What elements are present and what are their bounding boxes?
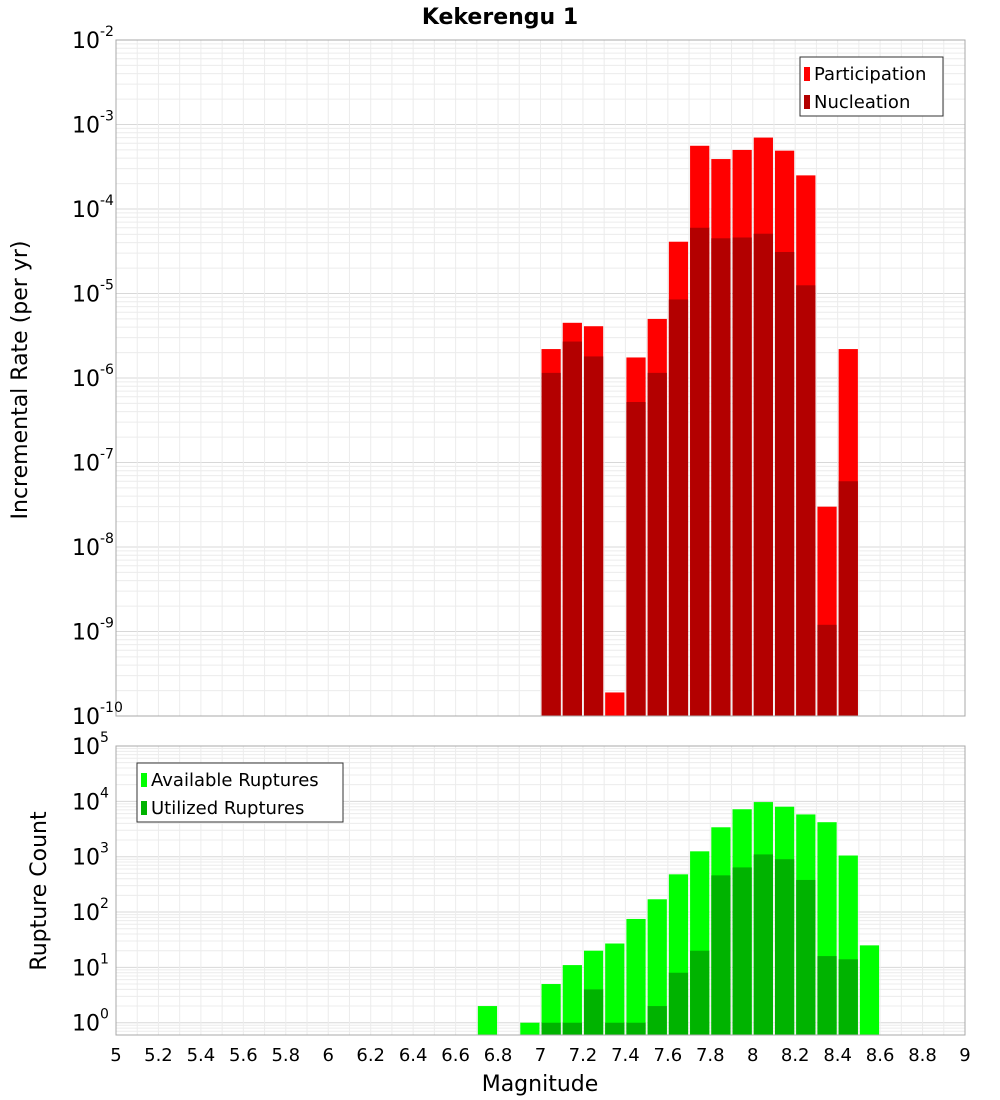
legend-label: Utilized Ruptures	[151, 798, 304, 819]
x-tick-label: 5.4	[187, 1045, 216, 1066]
legend: Available Ruptures Utilized Ruptures	[136, 762, 344, 823]
y-tick-label: 10-10	[72, 700, 123, 730]
count-panel: 100 101 102 103 104 105 Available Ruptures Util…	[72, 730, 966, 1037]
x-tick-label: 7	[535, 1045, 546, 1066]
y-tick-label: 10-7	[72, 447, 114, 477]
legend-label: Participation	[814, 64, 926, 85]
y-tick-label: 105	[72, 730, 109, 760]
x-tick-label: 6	[323, 1045, 334, 1066]
plot-frame	[115, 39, 966, 717]
x-tick-label: 5.8	[271, 1045, 300, 1066]
series-utilized-ruptures	[541, 854, 858, 1035]
bar	[647, 1006, 667, 1035]
y-tick-label: 10-9	[72, 616, 114, 646]
bar	[647, 899, 667, 1035]
y-tick-label: 104	[72, 785, 109, 815]
y-tick-label: 10-5	[72, 278, 114, 308]
x-axis: 5 5.2 5.4 5.6 5.8 6 6.2 6.4 6.6 6.8 7 7.2 7.4 7.6 7.8 8…	[110, 1045, 970, 1066]
y-tick-label: 101	[72, 951, 109, 981]
bar	[605, 943, 625, 1035]
x-tick-label: 8.8	[908, 1045, 937, 1066]
bar	[668, 299, 689, 716]
legend: Participation Nucleation	[799, 56, 944, 117]
x-axis-title: Magnitude	[482, 1072, 599, 1097]
x-tick-label: 7.2	[569, 1045, 598, 1066]
x-tick-label: 8	[747, 1045, 758, 1066]
bar	[605, 692, 625, 716]
bar	[562, 965, 582, 1035]
legend-swatch	[141, 801, 147, 815]
x-tick-label: 6.8	[484, 1045, 513, 1066]
legend-box	[799, 56, 944, 117]
bar	[774, 859, 795, 1035]
legend-swatch	[141, 773, 147, 787]
bar	[711, 238, 731, 717]
x-tick-label: 5	[110, 1045, 121, 1066]
bar	[477, 1006, 498, 1035]
bar	[838, 959, 858, 1035]
chart-title: Kekerengu 1	[422, 5, 578, 30]
bar	[626, 918, 646, 1035]
bar	[583, 356, 604, 716]
x-tick-label: 7.4	[611, 1045, 640, 1066]
bar	[753, 854, 773, 1035]
x-tick-label: 7.8	[696, 1045, 725, 1066]
bar	[732, 237, 752, 717]
series-nucleation	[541, 227, 858, 717]
x-tick-label: 8.6	[866, 1045, 895, 1066]
bar	[541, 984, 561, 1035]
rate-panel: 10-10 10-9 10-8 10-7 10-6 10-5 10-4 10-3 10-2 Par…	[72, 24, 966, 730]
y-tick-label: 10-6	[72, 362, 114, 392]
legend-swatch	[804, 67, 810, 81]
legend-label: Nucleation	[814, 92, 910, 113]
bar	[520, 1022, 540, 1035]
rate-y-axis-title: Incremental Rate (per yr)	[8, 241, 33, 520]
y-tick-label: 103	[72, 841, 109, 871]
bar	[626, 401, 646, 716]
bar	[774, 251, 795, 717]
x-tick-label: 7.6	[654, 1045, 683, 1066]
bar	[541, 1022, 561, 1035]
plot-frame	[115, 745, 966, 1036]
bar	[859, 945, 880, 1035]
x-tick-label: 5.6	[229, 1045, 258, 1066]
count-y-axis-title: Rupture Count	[27, 811, 52, 971]
bar	[796, 285, 816, 716]
bar	[711, 875, 731, 1035]
x-tick-label: 9	[959, 1045, 970, 1066]
grid	[115, 40, 966, 717]
bar	[583, 989, 604, 1035]
y-tick-label: 100	[72, 1007, 109, 1037]
legend-label: Available Ruptures	[151, 770, 319, 791]
x-tick-label: 6.4	[399, 1045, 428, 1066]
bar	[838, 481, 858, 716]
y-tick-label: 10-3	[72, 109, 114, 139]
bar	[753, 233, 773, 716]
y-tick-label: 102	[72, 896, 109, 926]
x-tick-label: 5.2	[144, 1045, 173, 1066]
y-tick-label: 10-4	[72, 193, 114, 223]
bar	[626, 1022, 646, 1035]
bar	[817, 624, 837, 716]
bar	[732, 867, 752, 1035]
bar	[690, 227, 710, 716]
bar	[668, 972, 689, 1035]
y-tick-label: 10-2	[72, 24, 114, 54]
bar	[562, 341, 582, 716]
legend-swatch	[804, 95, 810, 109]
x-tick-label: 6.6	[441, 1045, 470, 1066]
bar	[690, 950, 710, 1035]
bar	[647, 372, 667, 716]
bar	[541, 372, 561, 716]
y-tick-label: 10-8	[72, 531, 114, 561]
x-tick-label: 8.4	[823, 1045, 852, 1066]
bar	[562, 1022, 582, 1035]
x-tick-label: 8.2	[781, 1045, 810, 1066]
legend-box	[136, 762, 344, 823]
x-tick-label: 6.2	[356, 1045, 385, 1066]
bar	[817, 956, 837, 1035]
bar	[605, 1022, 625, 1035]
bar	[796, 879, 816, 1035]
